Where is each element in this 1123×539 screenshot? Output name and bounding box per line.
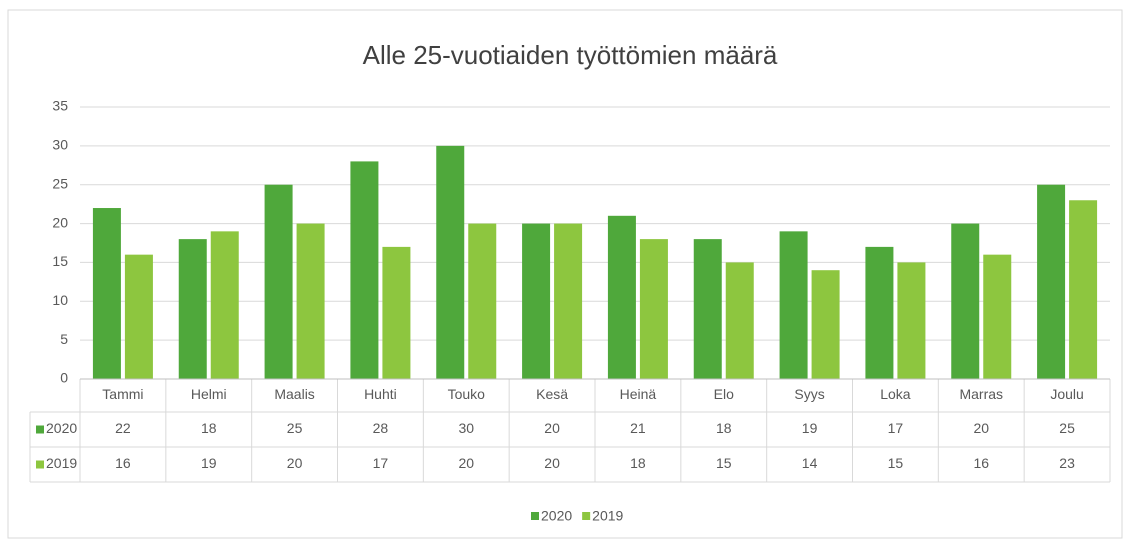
table-cell: 20 [287, 455, 303, 471]
x-tick-label: Helmi [191, 386, 227, 402]
y-tick-label: 25 [52, 175, 68, 191]
table-cell: 16 [115, 455, 131, 471]
x-tick-label: Elo [714, 386, 734, 402]
legend-key [36, 460, 44, 469]
x-tick-label: Heinä [620, 386, 657, 402]
x-tick-label: Syys [794, 386, 824, 402]
y-tick-label: 0 [60, 370, 68, 386]
y-tick-label: 15 [52, 253, 68, 269]
table-cell: 28 [373, 420, 389, 436]
bar [639, 239, 668, 379]
chart-title: Alle 25-vuotiaiden työttömien määrä [363, 40, 778, 70]
bar [92, 208, 121, 379]
bar [607, 215, 636, 379]
table-cell: 22 [115, 420, 131, 436]
bar [897, 262, 926, 379]
y-tick-label: 10 [52, 292, 68, 308]
bar [522, 223, 551, 379]
table-cell: 16 [973, 455, 989, 471]
bar [779, 231, 808, 379]
legend-label: 2020 [541, 508, 572, 524]
legend-key [531, 512, 539, 520]
table-cell: 17 [888, 420, 904, 436]
x-tick-label: Kesä [536, 386, 568, 402]
table-cell: 19 [201, 455, 217, 471]
x-tick-label: Loka [880, 386, 911, 402]
legend-key [36, 425, 44, 434]
x-tick-label: Tammi [102, 386, 143, 402]
bar [382, 246, 411, 379]
y-tick-label: 30 [52, 137, 68, 153]
table-row-label: 2019 [46, 455, 77, 471]
table-cell: 20 [544, 455, 560, 471]
y-tick-label: 35 [52, 98, 68, 114]
bar [264, 184, 293, 379]
bar [811, 270, 840, 379]
table-cell: 18 [201, 420, 217, 436]
bar [210, 231, 239, 379]
table-cell: 20 [544, 420, 560, 436]
table-cell: 25 [1059, 420, 1075, 436]
legend-label: 2019 [592, 508, 623, 524]
table-cell: 14 [802, 455, 818, 471]
bar [178, 239, 207, 379]
bar [350, 161, 379, 379]
table-cell: 19 [802, 420, 818, 436]
table-cell: 15 [888, 455, 904, 471]
bar [1069, 200, 1098, 379]
bar [554, 223, 583, 379]
bar [865, 246, 894, 379]
table-cell: 18 [716, 420, 732, 436]
table-cell: 25 [287, 420, 303, 436]
x-tick-label: Joulu [1050, 386, 1083, 402]
bar [436, 145, 465, 379]
bar [1037, 184, 1066, 379]
x-tick-label: Maalis [274, 386, 314, 402]
table-cell: 18 [630, 455, 646, 471]
bar [693, 239, 722, 379]
table-cell: 30 [458, 420, 474, 436]
bar [983, 254, 1012, 379]
bar [124, 254, 153, 379]
bar [296, 223, 325, 379]
table-cell: 20 [973, 420, 989, 436]
table-cell: 17 [373, 455, 389, 471]
y-tick-label: 20 [52, 214, 68, 230]
bar [951, 223, 980, 379]
x-tick-label: Marras [959, 386, 1003, 402]
table-cell: 23 [1059, 455, 1075, 471]
table-cell: 21 [630, 420, 646, 436]
legend-key [582, 512, 591, 520]
x-tick-label: Touko [448, 386, 486, 402]
table-cell: 20 [458, 455, 474, 471]
bar [725, 262, 754, 379]
bar [468, 223, 497, 379]
table-row-label: 2020 [46, 420, 77, 436]
y-tick-label: 5 [60, 331, 68, 347]
table-cell: 15 [716, 455, 732, 471]
x-tick-label: Huhti [364, 386, 397, 402]
